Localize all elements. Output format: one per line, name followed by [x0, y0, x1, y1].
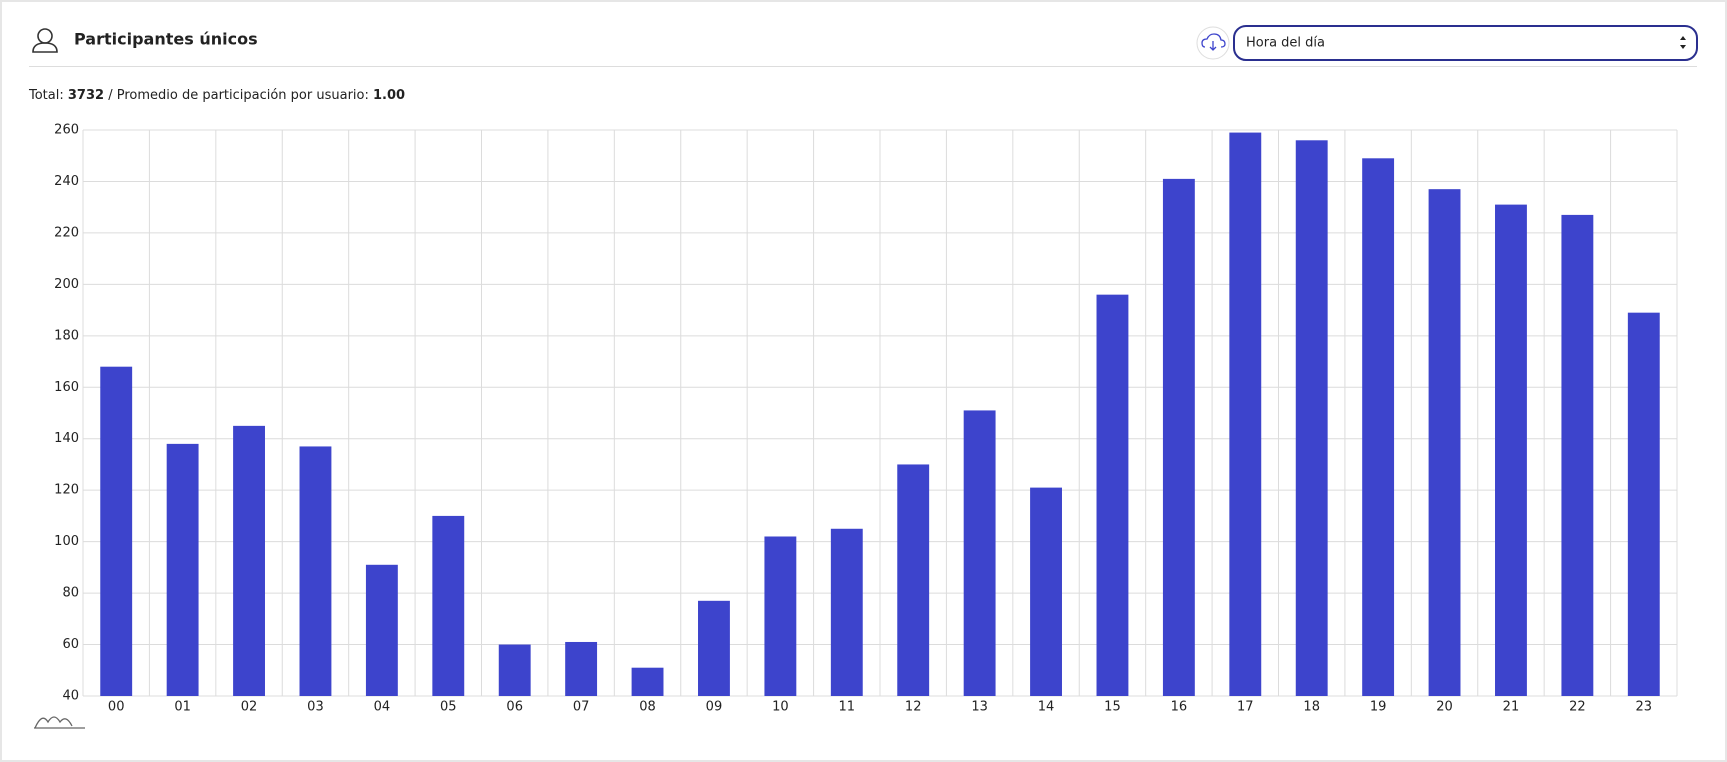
- bar: [963, 410, 996, 696]
- period-select[interactable]: Hora del día: [1233, 25, 1698, 61]
- y-tick-label: 160: [54, 380, 79, 395]
- user-icon: [32, 28, 58, 53]
- total-value: 3732: [68, 88, 104, 103]
- x-tick-label: 13: [971, 700, 988, 715]
- x-tick-label: 20: [1436, 700, 1453, 715]
- bar: [1627, 312, 1660, 696]
- x-tick-label: 03: [307, 700, 324, 715]
- x-tick-label: 00: [108, 700, 125, 715]
- y-tick-label: 240: [54, 174, 79, 189]
- average-value: 1.00: [373, 88, 405, 103]
- y-tick-label: 60: [62, 637, 79, 652]
- y-tick-label: 80: [62, 586, 79, 601]
- bar: [1428, 189, 1461, 696]
- x-tick-label: 11: [839, 700, 856, 715]
- y-tick-label: 260: [54, 123, 79, 138]
- x-tick-label: 09: [706, 700, 723, 715]
- bar: [1030, 487, 1062, 696]
- x-tick-label: 14: [1038, 700, 1055, 715]
- y-tick-label: 100: [54, 534, 79, 549]
- bar: [830, 528, 863, 696]
- summary: Total: 3732 / Promedio de participación …: [28, 88, 405, 103]
- sparkline-icon: [34, 716, 85, 729]
- bar: [1362, 158, 1395, 697]
- bar: [764, 536, 797, 696]
- x-tick-label: 05: [440, 700, 457, 715]
- bar: [1495, 204, 1527, 697]
- x-tick-label: 06: [506, 700, 523, 715]
- average-label: / Promedio de participación por usuario:: [108, 88, 369, 103]
- y-tick-label: 200: [54, 277, 79, 292]
- bar: [299, 446, 332, 696]
- x-tick-label: 01: [174, 700, 191, 715]
- x-tick-label: 19: [1370, 700, 1387, 715]
- x-tick-label: 17: [1237, 700, 1254, 715]
- bar: [1561, 214, 1594, 696]
- x-tick-label: 23: [1636, 700, 1653, 715]
- x-tick-label: 12: [905, 700, 922, 715]
- bar: [897, 464, 930, 696]
- select-value: Hora del día: [1246, 36, 1325, 51]
- bar: [1295, 140, 1328, 697]
- x-tick-label: 04: [374, 700, 391, 715]
- x-tick-label: 10: [772, 700, 789, 715]
- y-tick-label: 180: [54, 328, 79, 343]
- bar: [365, 564, 398, 696]
- y-tick-label: 40: [62, 689, 79, 704]
- widget-title: Participantes únicos: [74, 30, 258, 49]
- total-label: Total:: [28, 88, 64, 103]
- bar: [1096, 294, 1129, 696]
- bar: [1162, 178, 1195, 696]
- x-tick-label: 02: [241, 700, 258, 715]
- x-tick-label: 08: [639, 700, 656, 715]
- bar: [166, 443, 199, 696]
- bar: [498, 644, 531, 696]
- bar: [100, 366, 133, 696]
- x-tick-label: 18: [1303, 700, 1320, 715]
- download-button[interactable]: [1196, 26, 1230, 60]
- bar: [233, 425, 265, 696]
- y-tick-label: 140: [54, 431, 79, 446]
- bar: [432, 515, 465, 696]
- bar: [698, 600, 730, 696]
- y-tick-label: 120: [54, 483, 79, 498]
- y-tick-label: 220: [54, 225, 79, 240]
- bar: [1229, 132, 1262, 696]
- x-tick-label: 21: [1503, 700, 1520, 715]
- x-tick-label: 15: [1104, 700, 1121, 715]
- bar: [631, 667, 664, 696]
- bar: [565, 641, 598, 696]
- x-tick-label: 16: [1171, 700, 1188, 715]
- x-tick-label: 07: [573, 700, 590, 715]
- x-tick-label: 22: [1569, 700, 1586, 715]
